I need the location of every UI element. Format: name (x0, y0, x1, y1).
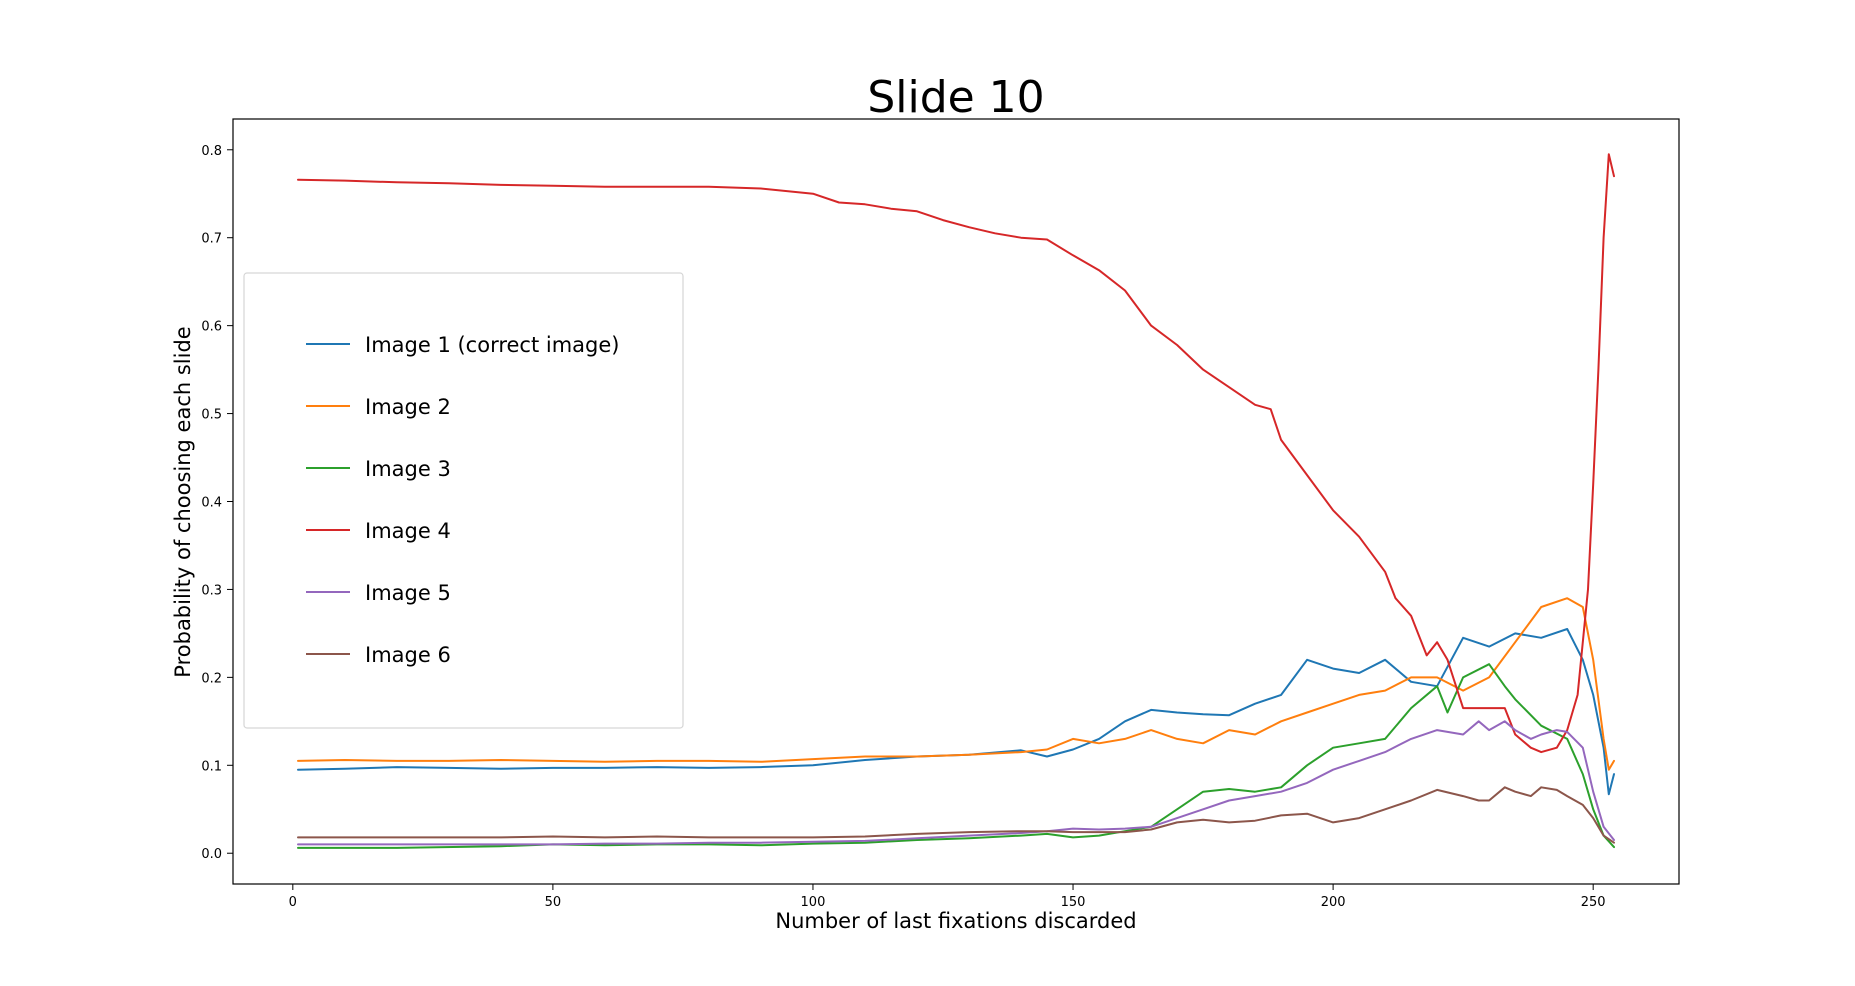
x-tick-label: 250 (1581, 895, 1606, 910)
legend-label-image-2: Image 2 (365, 395, 451, 419)
y-tick-label: 0.2 (201, 671, 222, 686)
series-line-image-6 (297, 786, 1615, 844)
y-tick-label: 0.6 (201, 320, 222, 335)
x-tick-label: 50 (545, 895, 562, 910)
y-tick-label: 0.3 (201, 583, 222, 598)
x-axis-ticks: 0 50 100 150 200 250 (289, 884, 1606, 910)
series-line-image-4 (297, 153, 1615, 754)
x-tick-label: 100 (801, 895, 826, 910)
y-tick-label: 0.7 (201, 232, 222, 247)
y-tick-label: 0.8 (201, 144, 222, 159)
legend-label-image-1: Image 1 (correct image) (365, 333, 619, 357)
y-tick-label: 0.4 (201, 496, 222, 511)
legend-label-image-3: Image 3 (365, 457, 451, 481)
series-line-image-2 (297, 597, 1615, 771)
x-tick-label: 200 (1321, 895, 1346, 910)
x-tick-label: 0 (289, 895, 297, 910)
legend: Image 1 (correct image) Image 2 Image 3 Ima… (243, 272, 684, 729)
y-tick-label: 0.5 (201, 408, 222, 423)
series-lines (297, 153, 1615, 849)
legend-label-image-5: Image 5 (365, 581, 451, 605)
chart-title: Slide 10 (867, 72, 1044, 123)
series-line-image-5 (297, 720, 1615, 846)
y-axis-ticks: 0.0 0.1 0.2 0.3 0.4 0.5 0.6 0.7 0.8 (201, 144, 233, 862)
y-tick-label: 0.0 (201, 847, 222, 862)
x-tick-label: 150 (1061, 895, 1086, 910)
legend-box (243, 272, 684, 729)
series-line-image-1 (297, 628, 1615, 796)
y-axis-label: Probability of choosing each slide (171, 326, 195, 677)
x-axis-label: Number of last fixations discarded (775, 909, 1136, 933)
legend-label-image-6: Image 6 (365, 643, 451, 667)
legend-label-image-4: Image 4 (365, 519, 451, 543)
series-line-image-3 (297, 663, 1615, 849)
y-tick-label: 0.1 (201, 759, 222, 774)
